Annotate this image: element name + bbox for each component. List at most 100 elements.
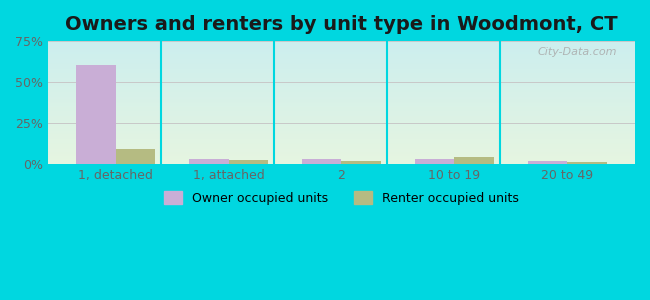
Bar [48,84,635,86]
Bar [48,152,635,153]
Bar [48,73,635,74]
Bar [48,56,635,57]
Bar [48,80,635,82]
Bar [48,146,635,147]
Bar [48,79,635,80]
Bar [302,159,341,164]
Bar [48,100,635,101]
Bar [48,92,635,93]
Bar [48,109,635,110]
Bar [48,125,635,126]
Bar [48,94,635,95]
Bar [48,136,635,137]
Bar [48,98,635,99]
Bar [48,49,635,50]
Bar [48,143,635,145]
Bar [48,132,635,134]
Bar [48,141,635,142]
Bar [48,55,635,56]
Bar [189,159,229,164]
Bar [48,148,635,149]
Bar [116,149,155,164]
Bar [48,130,635,131]
Bar [48,44,635,45]
Bar [48,160,635,162]
Bar [48,64,635,66]
Bar [48,99,635,100]
Bar [48,147,635,148]
Bar [48,63,635,64]
Bar [48,120,635,121]
Bar [48,88,635,89]
Bar [48,142,635,143]
Bar [48,87,635,88]
Bar [48,105,635,106]
Bar [48,145,635,146]
Bar [48,46,635,47]
Bar [48,154,635,156]
Bar [48,101,635,103]
Bar [48,122,635,124]
Bar [48,131,635,132]
Bar [48,149,635,151]
Bar [48,41,635,42]
Bar [48,58,635,60]
Bar [48,156,635,157]
Bar [48,115,635,116]
Legend: Owner occupied units, Renter occupied units: Owner occupied units, Renter occupied un… [159,186,524,210]
Text: City-Data.com: City-Data.com [538,47,617,57]
Bar [48,117,635,119]
Bar [48,110,635,111]
Bar [415,159,454,164]
Bar [48,42,635,44]
Bar [48,119,635,120]
Bar [341,160,381,164]
Bar [48,68,635,69]
Bar [48,51,635,52]
Bar [48,90,635,92]
Bar [48,62,635,63]
Bar [48,103,635,104]
Bar [48,108,635,109]
Bar [48,114,635,115]
Bar [48,163,635,164]
Bar [528,161,567,164]
Bar [48,45,635,46]
Bar [48,50,635,51]
Bar [48,134,635,135]
Bar [48,128,635,130]
Bar [48,61,635,62]
Bar [48,77,635,78]
Bar [567,162,606,164]
Bar [48,140,635,141]
Bar [48,127,635,128]
Bar [76,65,116,164]
Bar [48,126,635,127]
Bar [48,72,635,73]
Bar [48,153,635,154]
Bar [48,116,635,117]
Bar [48,67,635,68]
Bar [454,157,494,164]
Bar [48,135,635,136]
Bar [48,76,635,77]
Bar [48,74,635,76]
Bar [48,112,635,114]
Bar [48,78,635,79]
Bar [48,57,635,58]
Bar [48,66,635,67]
Bar [48,95,635,97]
Bar [48,159,635,160]
Bar [48,104,635,105]
Bar [229,160,268,164]
Bar [48,69,635,71]
Bar [48,106,635,108]
Bar [48,162,635,163]
Bar [48,137,635,138]
Bar [48,121,635,122]
Bar [48,124,635,125]
Bar [48,138,635,140]
Bar [48,71,635,72]
Bar [48,97,635,98]
Bar [48,47,635,49]
